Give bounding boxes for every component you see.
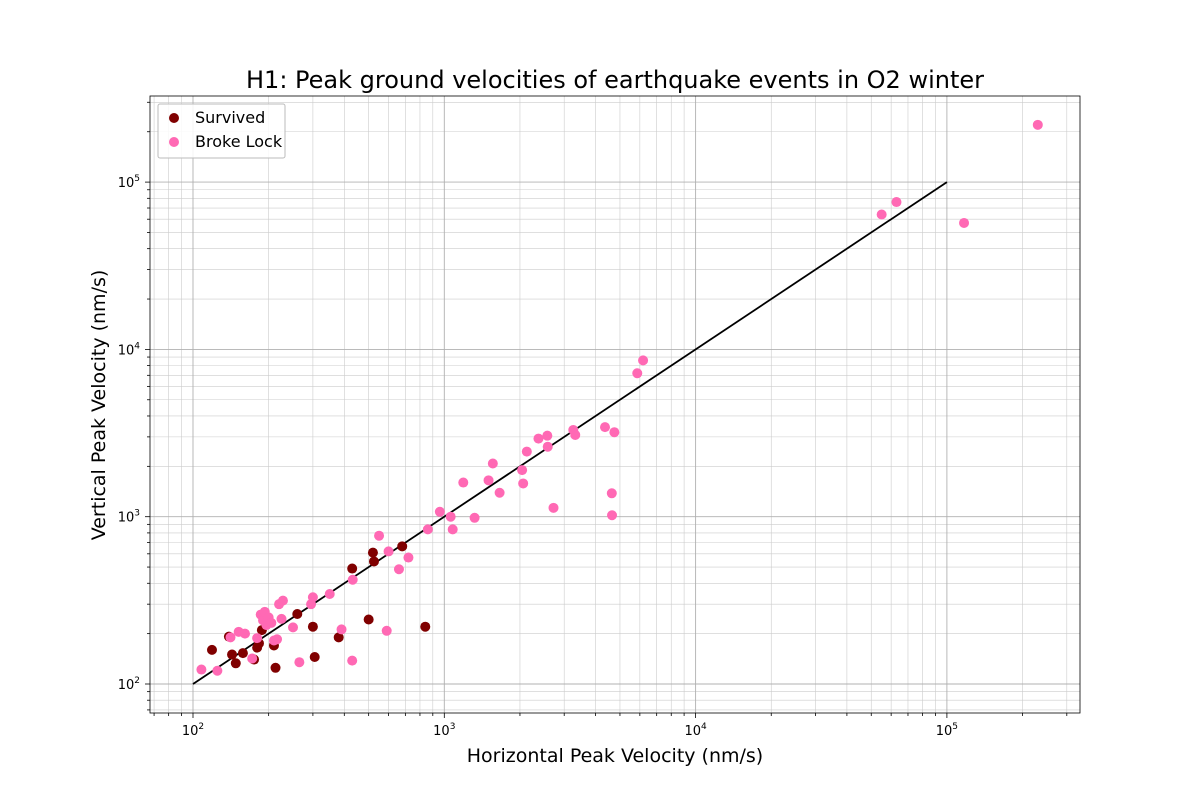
chart-title: H1: Peak ground velocities of earthquake…	[246, 66, 984, 94]
data-point	[272, 634, 283, 645]
x-tick-label: 103	[433, 722, 455, 739]
series-survived	[206, 541, 431, 673]
data-point	[397, 541, 408, 552]
data-point	[368, 556, 379, 567]
data-point	[447, 524, 458, 535]
data-point	[363, 614, 374, 625]
data-point	[225, 632, 236, 643]
y-tick-label: 102	[118, 676, 140, 693]
data-point	[381, 625, 392, 636]
data-point	[347, 563, 358, 574]
data-point	[469, 512, 480, 523]
data-point	[276, 613, 287, 624]
data-point	[570, 429, 581, 440]
y-tick-label: 104	[118, 341, 141, 358]
data-point	[336, 624, 347, 635]
data-point	[607, 510, 618, 521]
data-points	[196, 119, 1043, 676]
x-tick-label: 104	[684, 722, 707, 739]
data-point	[383, 546, 394, 557]
y-tick-label: 105	[118, 174, 140, 191]
data-point	[309, 652, 320, 663]
data-point	[600, 422, 611, 433]
data-point	[533, 433, 544, 444]
major-gridlines	[150, 96, 1080, 713]
data-point	[876, 209, 887, 220]
axis-ticks	[145, 101, 1068, 718]
data-point	[403, 552, 414, 563]
data-point	[270, 662, 281, 673]
data-point	[212, 665, 223, 676]
data-point	[445, 511, 456, 522]
data-point	[294, 657, 305, 668]
data-point	[458, 477, 469, 488]
data-point	[542, 430, 553, 441]
tick-labels: 102 103 104 105 102 103 104 105	[118, 174, 958, 739]
data-point	[434, 506, 445, 517]
data-point	[277, 595, 288, 606]
y-tick-label: 103	[118, 509, 140, 526]
legend: Survived Broke Lock	[157, 103, 286, 159]
data-point	[347, 655, 358, 666]
data-point	[230, 658, 241, 669]
data-point	[420, 621, 431, 632]
data-point	[422, 524, 433, 535]
data-point	[1032, 119, 1043, 130]
data-point	[494, 487, 505, 498]
data-point	[487, 458, 498, 469]
data-point	[227, 649, 238, 660]
data-point	[307, 621, 318, 632]
data-point	[517, 465, 528, 476]
y-axis-label: Vertical Peak Velocity (nm/s)	[88, 270, 110, 541]
data-point	[393, 564, 404, 575]
data-point	[606, 488, 617, 499]
x-axis-label: Horizontal Peak Velocity (nm/s)	[467, 745, 763, 767]
series-broke-lock	[196, 119, 1043, 676]
data-point	[521, 446, 532, 457]
data-point	[247, 653, 258, 664]
data-point	[292, 609, 303, 620]
data-point	[288, 622, 299, 633]
data-point	[252, 633, 263, 644]
x-tick-label: 102	[182, 722, 204, 739]
data-point	[518, 478, 529, 489]
plot-frame	[149, 95, 1081, 714]
data-point	[266, 617, 277, 628]
legend-label-broke-lock: Broke Lock	[195, 132, 283, 151]
data-point	[609, 427, 620, 438]
data-point	[333, 632, 344, 643]
data-point	[548, 502, 559, 513]
data-point	[959, 217, 970, 228]
data-point	[374, 530, 385, 541]
legend-marker-survived	[169, 113, 179, 123]
data-point	[324, 589, 335, 600]
x-tick-label: 105	[936, 722, 958, 739]
data-point	[891, 197, 902, 208]
data-point	[239, 628, 250, 639]
legend-marker-broke-lock	[169, 137, 179, 147]
minor-gridlines	[150, 96, 1080, 713]
data-point	[632, 368, 643, 379]
data-point	[367, 547, 378, 558]
data-point	[206, 644, 217, 655]
legend-label-survived: Survived	[195, 108, 265, 127]
data-point	[483, 475, 494, 486]
data-point	[638, 355, 649, 366]
data-point	[307, 592, 318, 603]
data-point	[237, 648, 248, 659]
data-point	[196, 664, 207, 675]
data-point	[542, 441, 553, 452]
legend-box	[157, 103, 286, 159]
data-point	[347, 574, 358, 585]
